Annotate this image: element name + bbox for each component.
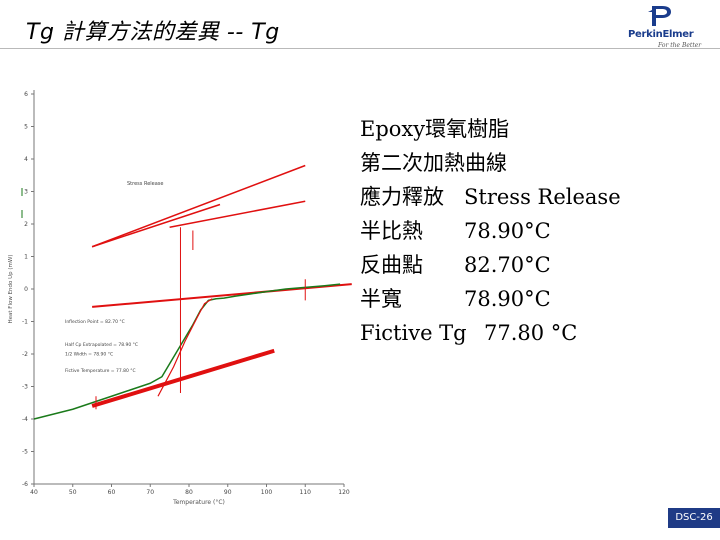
heat-flow-curve: [33, 283, 341, 420]
info-row-half-cp: 半比熱 78.90°C: [360, 214, 621, 248]
info-label: 應力釋放: [360, 185, 444, 209]
info-value: 82.70°C: [464, 253, 551, 277]
info-row-fictive: Fictive Tg 77.80 °C: [360, 316, 621, 350]
x-tick-label: 120: [338, 489, 350, 496]
tangent-line-mid: [169, 200, 306, 228]
half-width-annotation: 1/2 Width = 78.90 °C: [65, 352, 113, 358]
fictive-annotation: Fictive Temperature = 77.80 °C: [65, 368, 136, 374]
tangent-line-upper: [91, 164, 306, 248]
info-value: Stress Release: [464, 185, 621, 209]
y-tick-label: 5: [24, 124, 28, 131]
perkinelmer-mark-icon: [648, 6, 671, 26]
half-cp-annotation: Half Cp Extrapolated = 78.90 °C: [65, 342, 138, 348]
tangent-line-lower: [91, 203, 221, 248]
logo-text: PerkinElmer: [628, 29, 694, 40]
x-tick-label: 100: [261, 489, 273, 496]
y-tick-label: 1: [24, 254, 28, 261]
y-tick-label: 2: [24, 221, 28, 228]
title-divider: [0, 48, 720, 49]
y-tick-label: -4: [22, 416, 28, 423]
info-row-half-width: 半寬 78.90°C: [360, 282, 621, 316]
liquid-baseline-line: [92, 283, 352, 308]
page-number-badge: DSC-26: [668, 508, 720, 528]
stress-release-annotation: Stress Release: [127, 181, 164, 187]
x-axis-label: Temperature (°C): [172, 499, 225, 506]
y-tick-label: -2: [22, 351, 28, 358]
transition-fit-line: [157, 298, 213, 397]
y-tick-label: -5: [22, 449, 28, 456]
y-tick-label: -6: [22, 481, 28, 488]
info-row-stress: 應力釋放 Stress Release: [360, 180, 621, 214]
logo-tagline: For the Better: [658, 42, 702, 49]
y-tick-label: 6: [24, 91, 28, 98]
y-tick-label: -1: [22, 319, 28, 326]
info-value: 78.90°C: [464, 219, 551, 243]
y-tick-label: 0: [24, 286, 28, 293]
x-tick-label: 50: [69, 489, 77, 496]
info-label: 半寬: [360, 287, 402, 311]
y-axis-label: Heat Flow Endo Up (mW): [8, 254, 14, 323]
x-tick-label: 80: [185, 489, 193, 496]
info-line-scan: 第二次加熱曲線: [360, 151, 507, 175]
x-tick-label: 40: [30, 489, 38, 496]
y-tick-label: -3: [22, 384, 28, 391]
inflection-annotation: Inflection Point = 82.70 °C: [65, 319, 125, 325]
info-label: Fictive Tg: [360, 321, 467, 345]
y-tick-label: 3: [24, 189, 28, 196]
page-title: Tg 計算方法的差異 -- Tg: [26, 20, 280, 45]
info-panel: Epoxy環氧樹脂 第二次加熱曲線 應力釋放 Stress Release 半比熱…: [360, 112, 621, 350]
info-value: 78.90°C: [464, 287, 551, 311]
perkinelmer-logo: PerkinElmer For the Better: [626, 4, 708, 50]
glass-baseline-line: [91, 348, 275, 408]
info-label: 半比熱: [360, 219, 423, 243]
dsc-chart: 6 5 4 3 2 1 0 -1 -2 -3 -4 -5 -640 50 60 70 80 90 100 110 120…: [8, 90, 352, 506]
info-row-inflection: 反曲點 82.70°C: [360, 248, 621, 282]
x-tick-label: 60: [108, 489, 116, 496]
x-tick-label: 110: [300, 489, 312, 496]
x-tick-label: 70: [146, 489, 154, 496]
y-tick-label: 4: [24, 156, 28, 163]
info-label: 反曲點: [360, 253, 423, 277]
info-line-material: Epoxy環氧樹脂: [360, 117, 510, 141]
info-value: 77.80 °C: [484, 321, 578, 345]
x-tick-label: 90: [224, 489, 232, 496]
